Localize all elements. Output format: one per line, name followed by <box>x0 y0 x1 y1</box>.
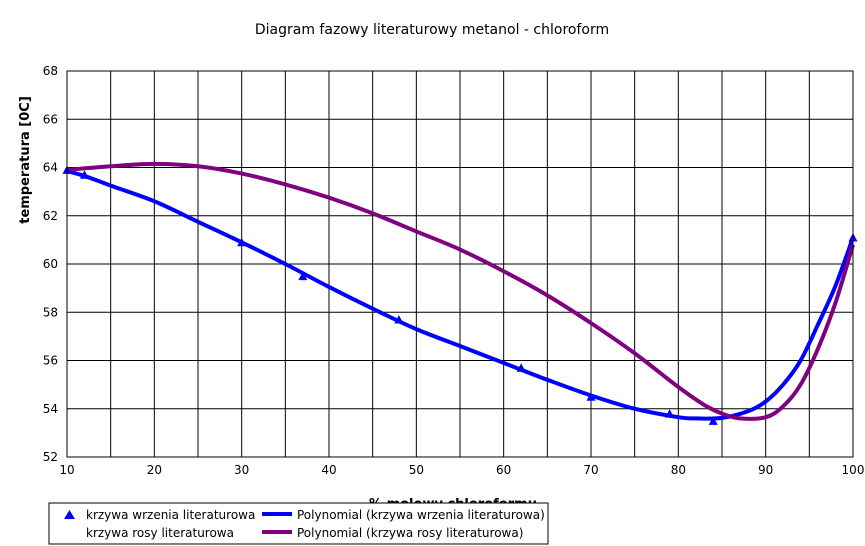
legend-label-boiling-trend: Polynomial (krzywa wrzenia literaturowa) <box>297 508 545 522</box>
x-tick-label: 60 <box>496 463 511 477</box>
x-tick-label: 20 <box>147 463 162 477</box>
y-tick-label: 66 <box>43 112 58 126</box>
x-tick-label: 30 <box>234 463 249 477</box>
data-point-marker <box>708 416 718 425</box>
x-tick-labels: 10 20 30 40 50 60 70 80 90 100 <box>59 463 864 477</box>
x-tick-label: 50 <box>409 463 424 477</box>
x-tick-label: 80 <box>671 463 686 477</box>
y-tick-label: 56 <box>43 354 58 368</box>
y-tick-label: 58 <box>43 305 58 319</box>
x-tick-label: 70 <box>583 463 598 477</box>
data-point-marker <box>394 314 404 324</box>
x-tick-label: 90 <box>758 463 773 477</box>
chart-title: Diagram fazowy literaturowy metanol - ch… <box>255 22 609 38</box>
data-point-marker <box>516 363 526 372</box>
data-point-marker <box>298 271 308 281</box>
trend-line-3 <box>66 161 855 421</box>
legend: krzywa wrzenia literaturowa krzywa rosy … <box>48 502 549 545</box>
data-point-marker <box>665 409 675 418</box>
x-tick-label: 40 <box>321 463 336 477</box>
plot-frame <box>66 70 854 458</box>
legend-marker-boiling <box>64 510 75 519</box>
y-tick-label: 62 <box>43 209 58 223</box>
x-tick-label: 10 <box>59 463 74 477</box>
data-point-marker <box>237 237 247 247</box>
chart-grid <box>66 70 854 458</box>
legend-box <box>48 502 549 545</box>
y-axis-label: temperatura [0C] <box>18 96 33 224</box>
data-point-marker <box>586 392 596 401</box>
y-tick-label: 68 <box>43 64 58 78</box>
y-tick-label: 52 <box>43 450 58 464</box>
y-tick-labels: 52 54 56 58 60 62 64 66 68 <box>43 64 58 464</box>
legend-label-dew-points: krzywa rosy literaturowa <box>86 526 234 540</box>
y-tick-label: 64 <box>43 161 58 175</box>
trend-line-2 <box>66 169 855 421</box>
legend-label-boiling-points: krzywa wrzenia literaturowa <box>86 508 255 522</box>
plot-area <box>62 161 858 425</box>
y-tick-label: 54 <box>43 402 58 416</box>
legend-label-dew-trend: Polynomial (krzywa rosy literaturowa) <box>297 526 523 540</box>
x-tick-label: 100 <box>842 463 865 477</box>
y-tick-label: 60 <box>43 257 58 271</box>
data-point-marker <box>79 170 89 179</box>
